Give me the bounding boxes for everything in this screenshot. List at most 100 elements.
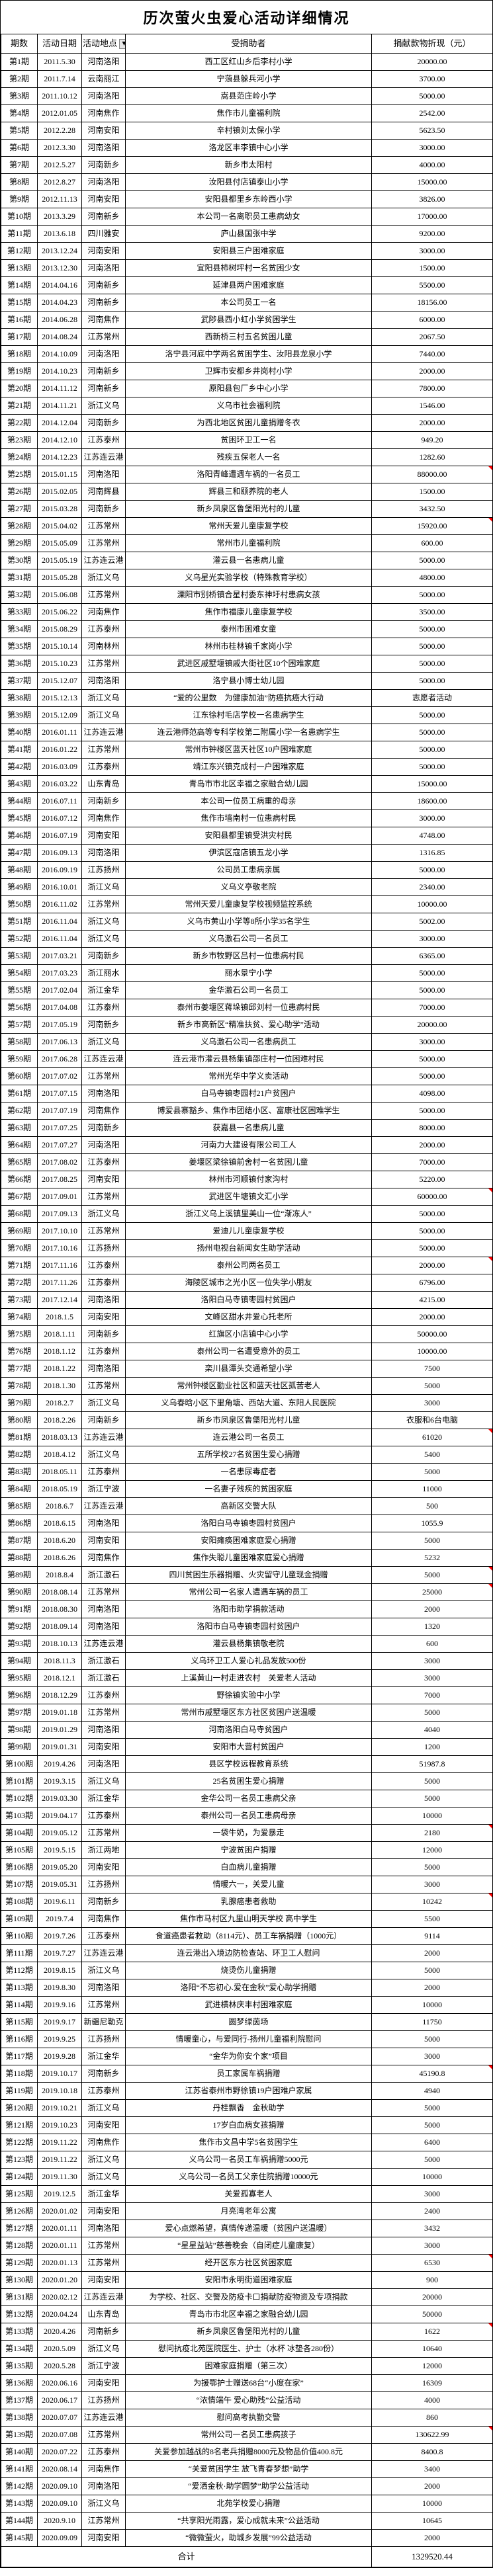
cell-amount-with-note-marker: 61020 [371,1429,493,1446]
cell-location: 浙江义乌 [81,397,126,415]
cell-recipient: 武进区牛塘镇文汇小学 [125,1188,372,1206]
cell-location: 河南安阳 [81,190,126,208]
cell-period: 第105期 [1,1841,38,1859]
cell-amount: 2000 [371,1600,493,1618]
cell-amount: 9114 [371,1927,493,1945]
cell-recipient: 伊滨区寇店镇五龙小学 [125,844,372,862]
cell-amount: 衣服和6台电脑 [371,1411,493,1429]
cell-amount: 1500.00 [371,259,493,277]
cell-period: 第98期 [1,1721,38,1739]
cell-location: 河南洛阳 [81,672,126,690]
cell-date: 2012.01.05 [37,104,82,122]
table-row: 第138期 2020.07.07 江苏连云港 慰问高考执勤交警 860 [1,2409,493,2427]
cell-amount: 10000 [371,1807,493,1825]
filter-dropdown-icon[interactable]: ▼ [119,38,125,49]
cell-recipient: 洛阳青峰遭遇车祸的一名员工 [125,466,372,483]
cell-period: 第125期 [1,2185,38,2203]
table-row: 第139期 2020.07.08 江苏常州 常州公司一名员工患病孩子 13062… [1,2426,493,2444]
cell-amount: 12000 [371,2357,493,2375]
cell-location: 河南洛阳 [81,1136,126,1154]
table-row: 第75期 2018.1.11 河南新乡 红旗区小店镇中心小学 50000.00 [1,1325,493,1343]
cell-recipient: 义乌公司一名员工父亲住院捐赠10000元 [125,2168,372,2186]
cell-date: 2019.11.22 [37,2151,82,2169]
cell-date: 2020.09.09 [37,2529,82,2547]
cell-date: 2019.10.21 [37,2099,82,2117]
cell-recipient: 泰州公司一名遭受意外的员工 [125,1343,372,1360]
cell-amount: 3000.00 [371,242,493,260]
cell-location: 江苏泰州 [81,999,126,1017]
table-row: 第8期 2012.8.27 河南洛阳 汝阳县付店镇泰山小学 15000.00 [1,173,493,191]
cell-period: 第11期 [1,225,38,243]
cell-recipient: 慰问高考执勤交警 [125,2409,372,2427]
cell-recipient: 博爱县寨豁乡、焦作市团结小区、富康社区困难学生 [125,1102,372,1120]
cell-location: 河南洛阳 [81,1600,126,1618]
cell-location: 浙江义乌 [81,1446,126,1464]
table-row: 第11期 2013.6.18 四川雅安 庐山县国张中学 9200.00 [1,225,493,243]
cell-period: 第49期 [1,878,38,896]
cell-location: 河南新乡 [81,1119,126,1137]
cell-recipient: “浓情端午 爱心助残”公益活动 [125,2391,372,2409]
table-row: 第14期 2014.04.16 河南新乡 延津县两户困难家庭 5500.00 [1,276,493,294]
cell-date: 2016.07.19 [37,827,82,845]
cell-location: 江苏常州 [81,1704,126,1722]
cell-period: 第82期 [1,1446,38,1464]
cell-amount-with-note-marker: 2180 [371,1824,493,1842]
table-row: 第141期 2020.08.14 河南焦作 “关爱贫困学生 放飞青春梦想”助学 … [1,2460,493,2478]
cell-amount: 1282.60 [371,448,493,466]
cell-date: 2018.2.26 [37,1411,82,1429]
cell-amount-with-note-marker: 45190.8 [371,2065,493,2083]
cell-amount: 1546.00 [371,397,493,415]
cell-location: 浙江义乌 [81,1033,126,1051]
table-row: 第102期 2019.03.30 浙江金华 金华公司一名员工患病父亲 5000 [1,1790,493,1807]
cell-recipient: 野徐镇实验中小学 [125,1686,372,1704]
header-date: 活动日期 [37,34,82,54]
cell-amount: 3000 [371,2048,493,2065]
cell-recipient: 焦作失聪儿童困难家庭爱心捐赠 [125,1549,372,1567]
cell-location: 江苏扬州 [81,2030,126,2048]
cell-period: 第74期 [1,1308,38,1326]
table-row: 第101期 2019.3.15 浙江义乌 25名贫困生爱心捐赠 5000 [1,1772,493,1790]
cell-period: 第52期 [1,930,38,948]
table-row: 第143期 2020.09.10 浙江义乌 北苑学校爱心捐赠 10000 [1,2495,493,2513]
cell-date: 2013.12.24 [37,242,82,260]
table-row: 第4期 2012.01.05 河南焦作 焦作市儿童福利院 2542.00 [1,104,493,122]
cell-recipient: 河南力大建设有限公司工人 [125,1136,372,1154]
cell-recipient: 白血病儿童捐赠 [125,1858,372,1876]
cell-date: 2016.11.04 [37,930,82,948]
cell-location: 河南安阳 [81,1171,126,1188]
cell-location: 江苏扬州 [81,861,126,879]
cell-location: 江苏扬州 [81,1876,126,1893]
table-row: 第6期 2012.3.30 河南洛阳 洛龙区丰李镇中心小学 3000.00 [1,139,493,157]
cell-recipient: 卫辉市安都乡井岗村小学 [125,362,372,380]
cell-recipient: 一名妻子残疾的贫困家庭 [125,1480,372,1498]
cell-amount: 15000.00 [371,775,493,793]
cell-period: 第135期 [1,2357,38,2375]
cell-location: 江苏扬州 [81,2391,126,2409]
cell-recipient: 北苑学校爱心捐赠 [125,2495,372,2513]
cell-amount-with-note-marker: 15920.00 [371,517,493,535]
cell-location: 河南安阳 [81,827,126,845]
cell-period: 第13期 [1,259,38,277]
cell-location: 江苏常州 [81,895,126,913]
cell-recipient: 圆梦绿茵场 [125,2013,372,2031]
cell-location: 河南洛阳 [81,139,126,157]
cell-period: 第100期 [1,1755,38,1773]
cell-recipient: 新乡市凤泉区鲁堡阳光村儿童 [125,1411,372,1429]
cell-amount: 5000.00 [371,1205,493,1223]
cell-location: 河南焦作 [81,104,126,122]
cell-recipient: 义乌义亭敬老院 [125,878,372,896]
cell-location: 河南焦作 [81,810,126,827]
cell-amount-with-note-marker: 5000 [371,1566,493,1584]
table-row: 第70期 2017.10.16 江苏扬州 扬州电视台新闻女生助学活动 5000.… [1,1239,493,1257]
cell-date: 2017.07.25 [37,1119,82,1137]
cell-recipient: 义乌激石公司一名患病员工 [125,1033,372,1051]
cell-location: 河南洛阳 [81,1618,126,1636]
cell-period: 第85期 [1,1497,38,1515]
table-row: 第64期 2017.07.27 河南洛阳 河南力大建设有限公司工人 2000.0… [1,1136,493,1154]
cell-period: 第120期 [1,2099,38,2117]
table-row: 第3期 2011.10.12 河南洛阳 嵩县范庄岭小学 5000.00 [1,87,493,105]
cell-period: 第12期 [1,242,38,260]
cell-amount: 5000 [371,2030,493,2048]
cell-date: 2016.03.22 [37,775,82,793]
cell-location: 江苏泰州 [81,1274,126,1292]
